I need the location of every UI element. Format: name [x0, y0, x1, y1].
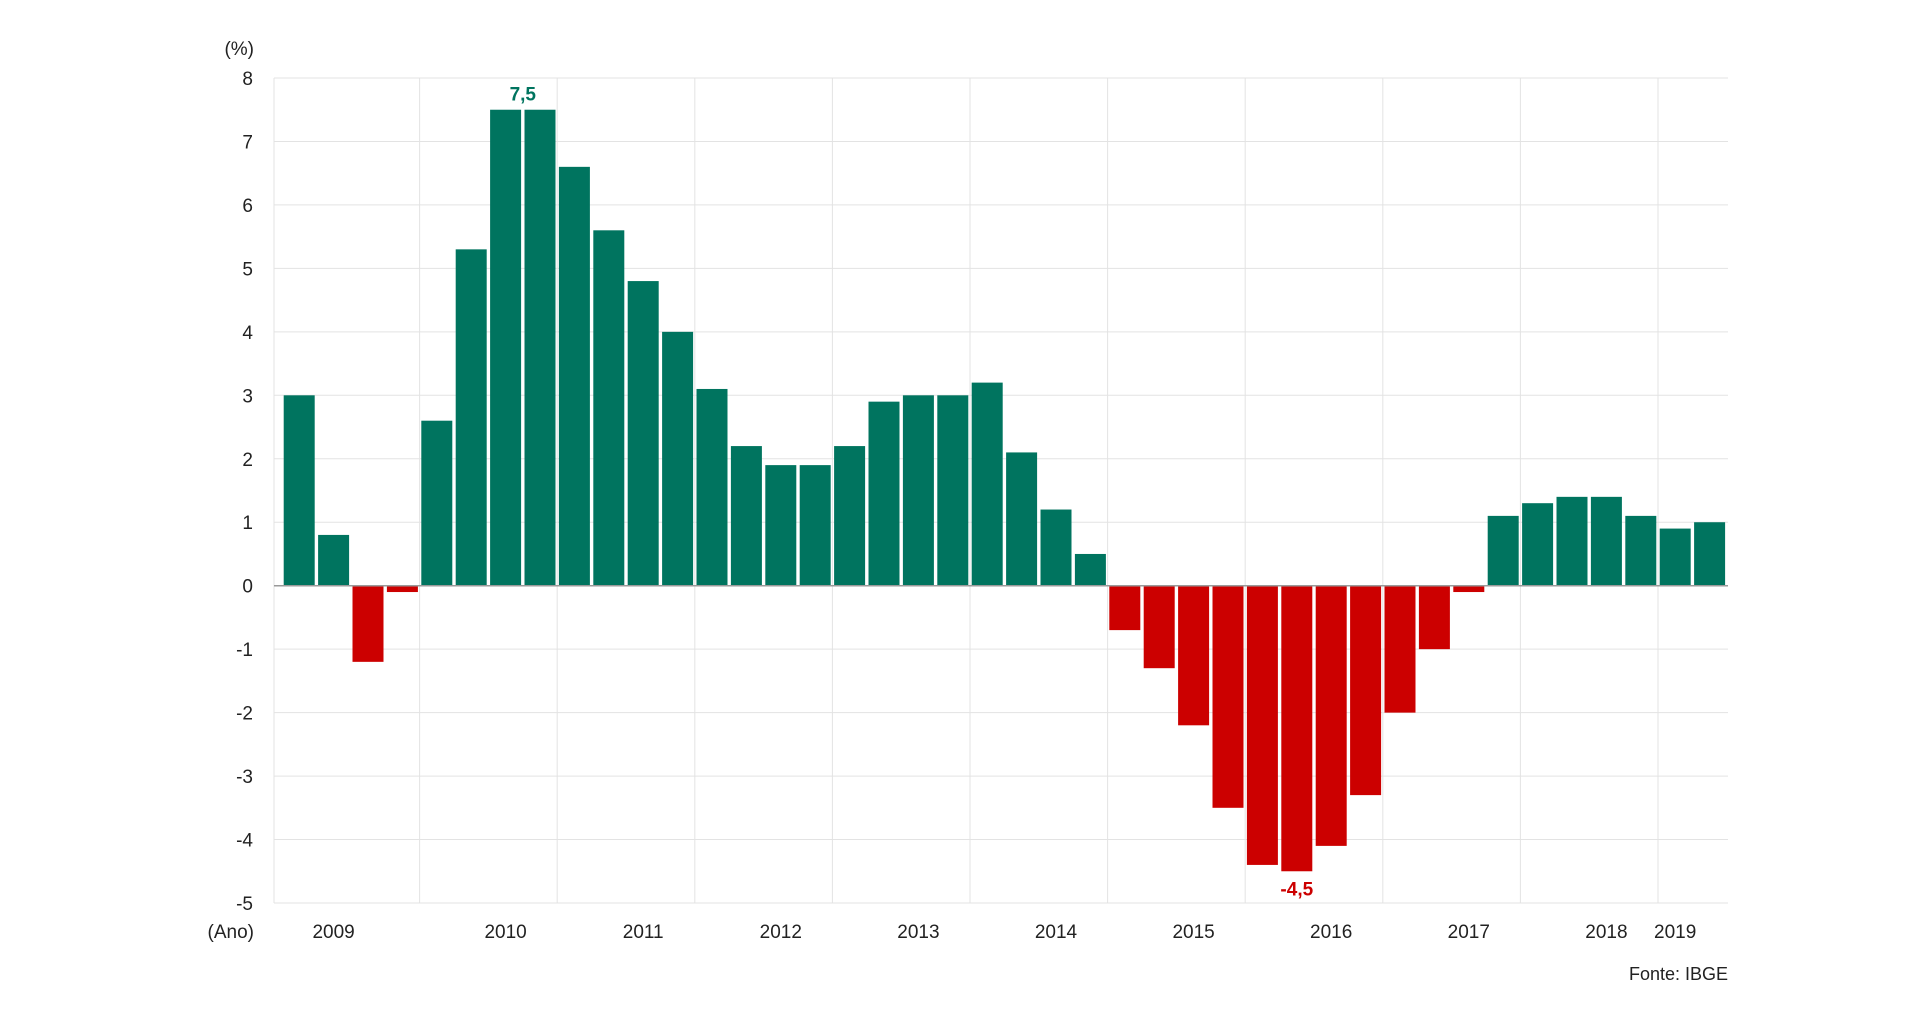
bar-positive [421, 420, 453, 586]
bar-negative [1212, 585, 1244, 808]
y-tick-label: -4 [236, 831, 253, 852]
bar-positive [765, 465, 797, 586]
bar-positive [696, 388, 728, 586]
bar-positive [834, 446, 866, 586]
y-axis-unit-label: (%) [224, 39, 254, 60]
x-tick-label: 2014 [1035, 922, 1078, 943]
bar-negative [1281, 585, 1313, 872]
bar-positive [455, 249, 487, 586]
y-tick-label: 7 [242, 132, 253, 153]
bar-positive [490, 109, 522, 586]
x-tick-label: 2012 [760, 922, 802, 943]
y-tick-label: -1 [236, 640, 253, 661]
y-tick-label: 0 [242, 577, 253, 598]
x-tick-label: 2018 [1585, 922, 1627, 943]
bar-positive [868, 401, 900, 586]
bar-positive [1006, 452, 1038, 586]
bar-positive [799, 465, 831, 586]
x-axis-unit-label: (Ano) [208, 922, 254, 943]
bar-positive [1659, 528, 1691, 586]
data-label: 7,5 [510, 85, 537, 106]
bar-positive [1074, 553, 1106, 586]
bar-negative [1453, 585, 1485, 593]
y-tick-label: -5 [236, 894, 253, 915]
bar-negative [1315, 585, 1347, 846]
bar-negative [1109, 585, 1141, 631]
source-label: Fonte: IBGE [1629, 964, 1728, 984]
y-tick-label: 3 [242, 386, 253, 407]
bar-positive [971, 382, 1003, 586]
bar-negative [1418, 585, 1450, 650]
bar-positive [1487, 515, 1519, 586]
bar-positive [318, 534, 350, 586]
bar-negative [1246, 585, 1278, 865]
x-tick-label: 2009 [312, 922, 354, 943]
y-tick-label: 1 [242, 513, 253, 534]
labels-layer: 8 7 6 5 4 3 2 1 0 -1 -2 -3 -4 -5 (%) (Ano) 2009 2010 2011 2… [208, 39, 1728, 984]
bar-positive [1625, 515, 1657, 586]
bar-positive [902, 395, 934, 586]
x-tick-label: 2019 [1654, 922, 1696, 943]
data-label: -4,5 [1280, 879, 1313, 900]
bar-negative [386, 585, 418, 593]
bar-negative [1350, 585, 1382, 796]
bar-negative [1178, 585, 1210, 726]
bar-positive [283, 395, 315, 586]
bar-positive [730, 446, 762, 586]
bar-positive [524, 109, 556, 586]
bar-positive [1694, 522, 1726, 586]
y-tick-label: 2 [242, 450, 253, 471]
y-tick-label: 4 [242, 323, 253, 344]
x-tick-label: 2017 [1448, 922, 1490, 943]
y-tick-label: -2 [236, 704, 253, 725]
y-tick-label: 6 [242, 196, 253, 217]
bar-positive [1556, 496, 1588, 586]
bar-negative [352, 585, 384, 662]
y-tick-label: 8 [242, 69, 253, 90]
bars-layer [283, 109, 1726, 872]
bar-positive [593, 230, 625, 586]
bar-positive [1040, 509, 1072, 586]
y-tick-label: 5 [242, 259, 253, 280]
bar-positive [937, 395, 969, 586]
x-tick-label: 2013 [897, 922, 939, 943]
x-tick-label: 2010 [484, 922, 526, 943]
y-tick-label: -3 [236, 767, 253, 788]
bar-positive [627, 281, 659, 586]
x-tick-label: 2016 [1310, 922, 1352, 943]
bar-positive [1522, 503, 1554, 586]
bar-negative [1384, 585, 1416, 713]
bar-positive [558, 166, 590, 586]
bar-positive [1590, 496, 1622, 586]
x-tick-label: 2011 [623, 922, 664, 943]
bar-negative [1143, 585, 1175, 669]
bar-positive [662, 331, 694, 586]
x-tick-label: 2015 [1172, 922, 1214, 943]
